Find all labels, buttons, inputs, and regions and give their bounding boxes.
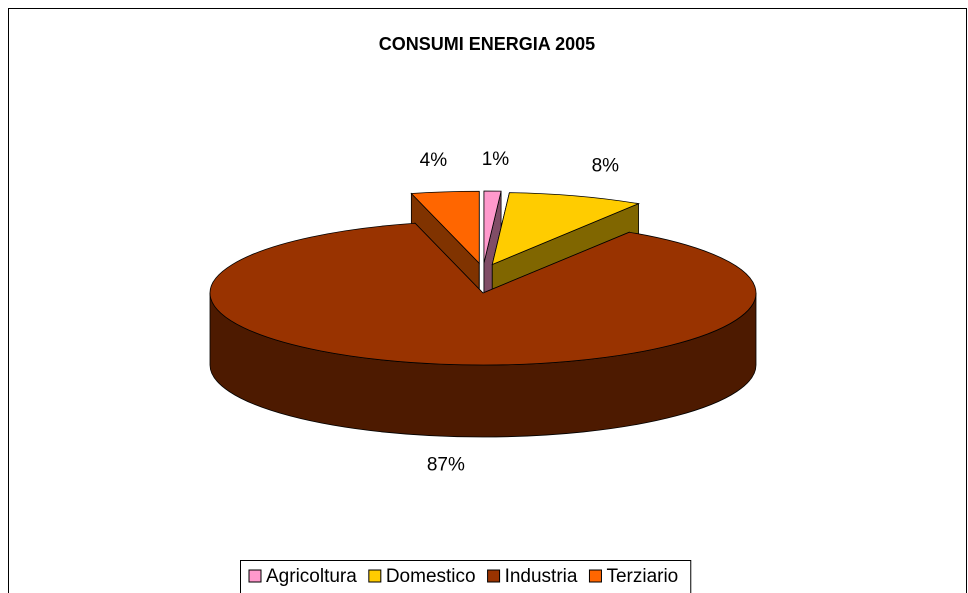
- pie: 1% 4% 8% 87%: [209, 149, 757, 475]
- legend-label: Domestico: [386, 566, 476, 587]
- slice: [209, 222, 757, 438]
- chart-title: CONSUMI ENERGIA 2005: [379, 34, 595, 54]
- legend-swatch: [368, 569, 382, 583]
- slice-top: [209, 222, 757, 366]
- legend-swatch: [487, 569, 501, 583]
- value-label: 87%: [427, 454, 465, 475]
- slice-top: [410, 190, 480, 265]
- legend-box: [240, 560, 692, 593]
- slice-top: [491, 192, 640, 266]
- legend-label: Industria: [505, 566, 578, 587]
- value-label: 8%: [592, 156, 620, 177]
- value-label: 1%: [482, 149, 510, 170]
- legend-swatch: [248, 569, 262, 583]
- legend-label: Agricoltura: [266, 566, 357, 587]
- legend-label: Terziario: [606, 566, 678, 587]
- slice-top: [483, 190, 502, 264]
- legend-swatch: [588, 569, 602, 583]
- legend: Agricoltura Domestico Industria Terziario: [240, 560, 692, 593]
- value-label: 4%: [420, 150, 448, 171]
